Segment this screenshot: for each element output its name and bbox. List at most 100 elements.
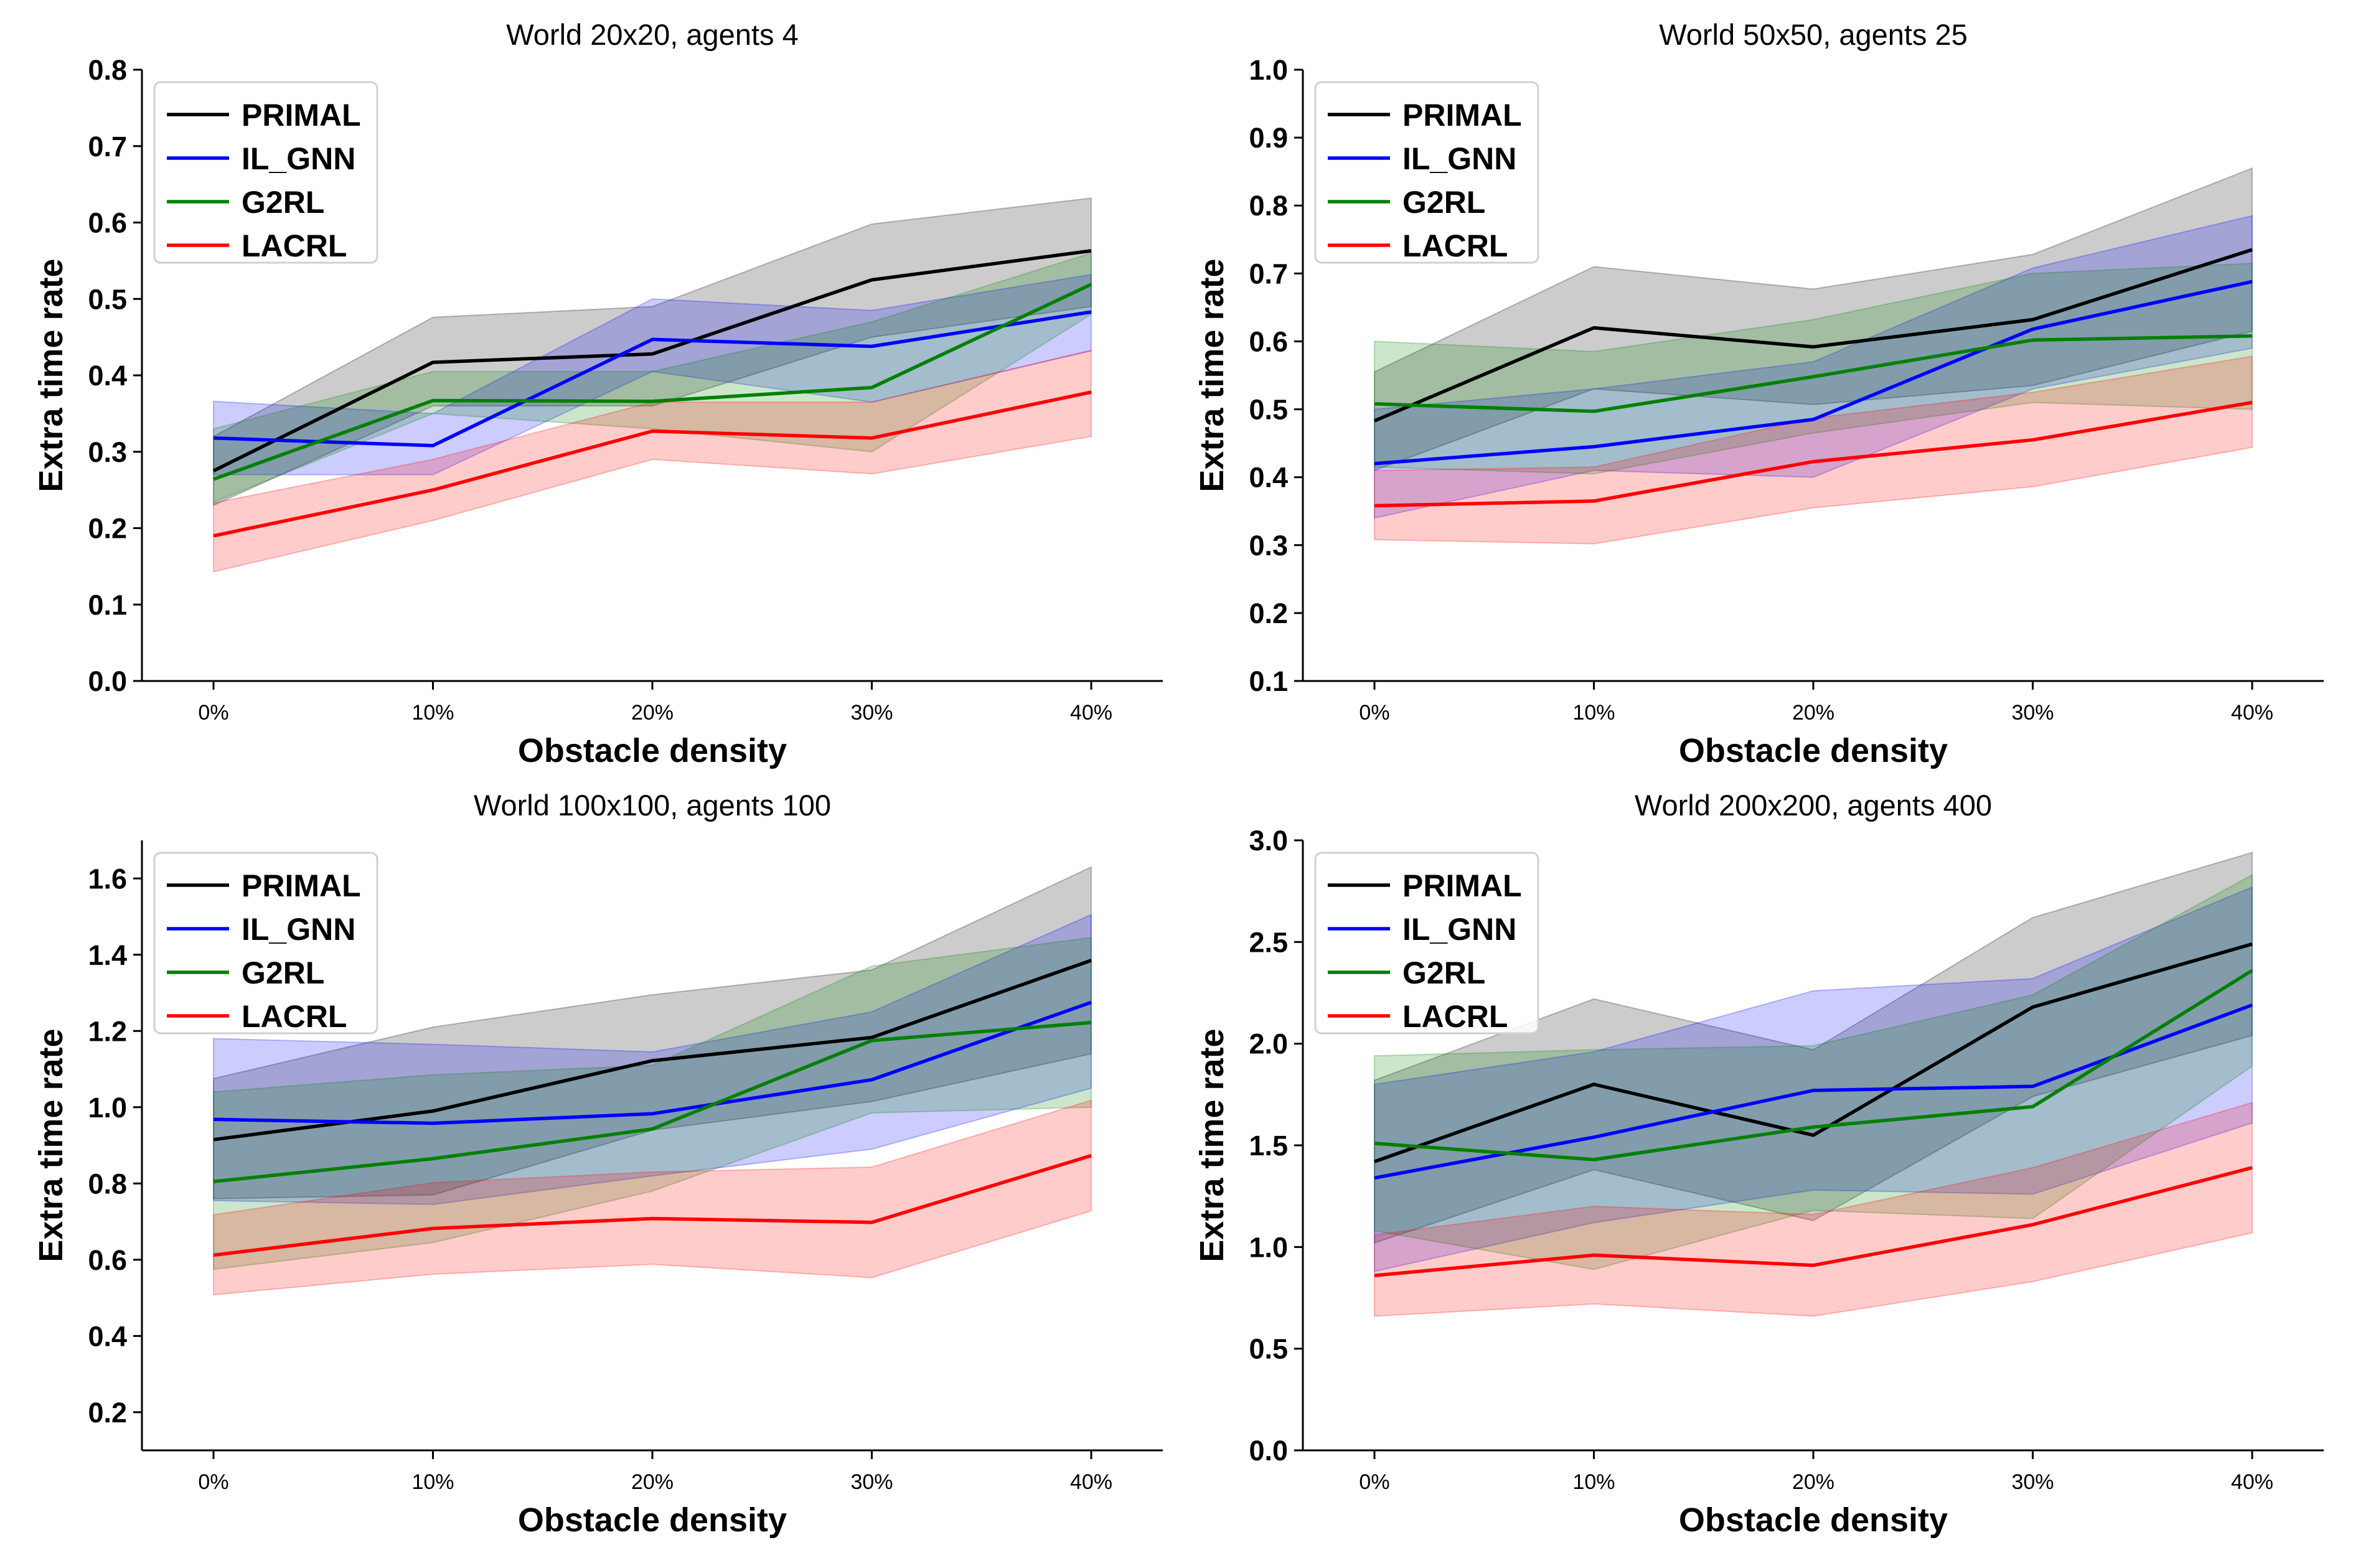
legend-label: PRIMAL <box>1402 98 1522 133</box>
chart-title: World 20x20, agents 4 <box>506 18 798 51</box>
confidence-band-il-gnn <box>1374 215 2253 519</box>
y-tick-label: 1.4 <box>88 939 127 971</box>
y-tick-label: 0.2 <box>88 513 127 545</box>
series-line-g2rl <box>213 283 1092 481</box>
legend-label: PRIMAL <box>242 868 361 903</box>
y-tick-label: 1.2 <box>88 1015 127 1047</box>
x-tick-label: 30% <box>2011 1470 2054 1494</box>
y-tick-label: 0.8 <box>1249 190 1288 222</box>
y-tick-label: 0.4 <box>88 360 127 392</box>
chart-panel-4: World 200x200, agents 400 0.0 0.5 1.0 1.5 2.0… <box>1193 789 2324 1539</box>
legend-label: IL_GNN <box>242 141 355 176</box>
legend-label: LACRL <box>1402 999 1508 1034</box>
x-axis-label: Obstacle density <box>518 1501 787 1539</box>
legend-label: G2RL <box>1402 955 1485 990</box>
x-tick-label: 40% <box>2231 1470 2273 1494</box>
x-tick-label: 20% <box>1792 701 1834 725</box>
y-axis-label: Extra time rate <box>32 258 70 492</box>
y-tick-label: 0.7 <box>88 131 127 162</box>
legend-label: G2RL <box>242 955 324 990</box>
x-tick-label: 20% <box>631 1470 674 1494</box>
confidence-band-primal <box>1374 852 2253 1244</box>
y-tick-label: 0.0 <box>1249 1435 1288 1467</box>
legend-label: IL_GNN <box>242 912 355 947</box>
y-tick-label: 3.0 <box>1249 825 1288 857</box>
y-tick-label: 0.9 <box>1249 122 1288 154</box>
x-tick-label: 20% <box>631 701 674 725</box>
x-tick-label: 0% <box>198 701 228 725</box>
y-tick-label: 2.5 <box>1249 926 1288 958</box>
x-tick-label: 30% <box>850 1470 893 1494</box>
confidence-band-primal <box>213 866 1092 1199</box>
legend-box <box>153 852 378 1035</box>
series-line-il-gnn <box>1374 279 2253 466</box>
confidence-band-g2rl <box>213 937 1092 1270</box>
legend-label: PRIMAL <box>242 98 361 133</box>
y-tick-label: 0.6 <box>88 1244 127 1276</box>
series-line-lacrl <box>213 390 1092 538</box>
y-axis-label: Extra time rate <box>1193 1028 1231 1262</box>
y-tick-label: 0.5 <box>1249 394 1288 426</box>
chart-title: World 100x100, agents 100 <box>474 789 831 822</box>
y-tick-label: 1.5 <box>1249 1130 1288 1162</box>
y-tick-label: 0.5 <box>1249 1333 1288 1365</box>
y-tick-label: 0.2 <box>88 1397 127 1429</box>
legend-label: LACRL <box>242 999 347 1034</box>
chart-panel-2: World 50x50, agents 25 0.1 0.2 0.3 0.4 0.5 0.6… <box>1193 18 2324 769</box>
y-tick-label: 1.0 <box>1249 54 1288 86</box>
legend-box <box>1314 81 1539 264</box>
confidence-band-primal <box>213 197 1092 507</box>
y-tick-label: 0.3 <box>88 436 127 468</box>
y-tick-label: 0.4 <box>88 1320 127 1352</box>
series-line-lacrl <box>1374 1166 2253 1277</box>
chart-title: World 200x200, agents 400 <box>1635 789 1992 822</box>
series-line-il-gnn <box>213 310 1092 448</box>
legend: PRIMAL IL_GNN G2RL LACRL <box>1314 852 1539 1035</box>
y-tick-label: 1.6 <box>88 863 127 894</box>
series-line-g2rl <box>213 1021 1092 1183</box>
legend-box <box>153 81 378 264</box>
y-tick-label: 0.8 <box>88 54 127 86</box>
x-tick-label: 0% <box>1359 1470 1389 1494</box>
x-tick-label: 30% <box>2011 701 2054 725</box>
x-axis-label: Obstacle density <box>1679 1501 1948 1539</box>
series-line-il-gnn <box>213 1000 1092 1125</box>
y-tick-label: 0.1 <box>1249 665 1288 697</box>
legend: PRIMAL IL_GNN G2RL LACRL <box>1314 81 1539 264</box>
x-axis-label: Obstacle density <box>518 732 787 769</box>
series-line-g2rl <box>1374 334 2253 413</box>
legend: PRIMAL IL_GNN G2RL LACRL <box>153 852 378 1035</box>
x-tick-label: 0% <box>1359 701 1389 725</box>
confidence-band-lacrl <box>1374 1102 2253 1317</box>
legend-label: IL_GNN <box>1402 141 1516 176</box>
chart-panel-1: World 20x20, agents 4 0.0 0.1 0.2 0.3 0.4 0.5 0… <box>32 18 1163 769</box>
y-tick-label: 1.0 <box>1249 1231 1288 1263</box>
x-tick-label: 10% <box>411 701 454 725</box>
series-line-lacrl <box>213 1153 1092 1257</box>
chart-panel-3: World 100x100, agents 100 0.2 0.4 0.6 0.8 1.0… <box>32 789 1163 1539</box>
chart-title: World 50x50, agents 25 <box>1659 18 1968 51</box>
y-tick-label: 0.5 <box>88 283 127 315</box>
legend-label: PRIMAL <box>1402 868 1522 903</box>
series-line-g2rl <box>1374 969 2253 1162</box>
series-line-primal <box>1374 942 2253 1163</box>
y-tick-label: 0.4 <box>1249 462 1288 494</box>
y-tick-label: 0.6 <box>1249 326 1288 357</box>
x-tick-label: 40% <box>1070 1470 1112 1494</box>
x-axis-label: Obstacle density <box>1679 732 1948 769</box>
legend-label: LACRL <box>242 228 347 263</box>
legend-label: G2RL <box>1402 185 1485 220</box>
x-tick-label: 40% <box>2231 701 2273 725</box>
y-axis-label: Extra time rate <box>32 1028 70 1262</box>
confidence-band-g2rl <box>1374 262 2253 475</box>
confidence-band-lacrl <box>213 349 1092 573</box>
confidence-band-lacrl <box>1374 355 2253 545</box>
y-tick-label: 0.3 <box>1249 530 1288 561</box>
x-tick-label: 10% <box>1572 701 1615 725</box>
y-tick-label: 0.8 <box>88 1168 127 1199</box>
y-tick-label: 0.2 <box>1249 598 1288 629</box>
series-line-primal <box>1373 248 2253 423</box>
y-tick-label: 0.0 <box>88 665 127 697</box>
legend: PRIMAL IL_GNN G2RL LACRL <box>153 81 378 264</box>
